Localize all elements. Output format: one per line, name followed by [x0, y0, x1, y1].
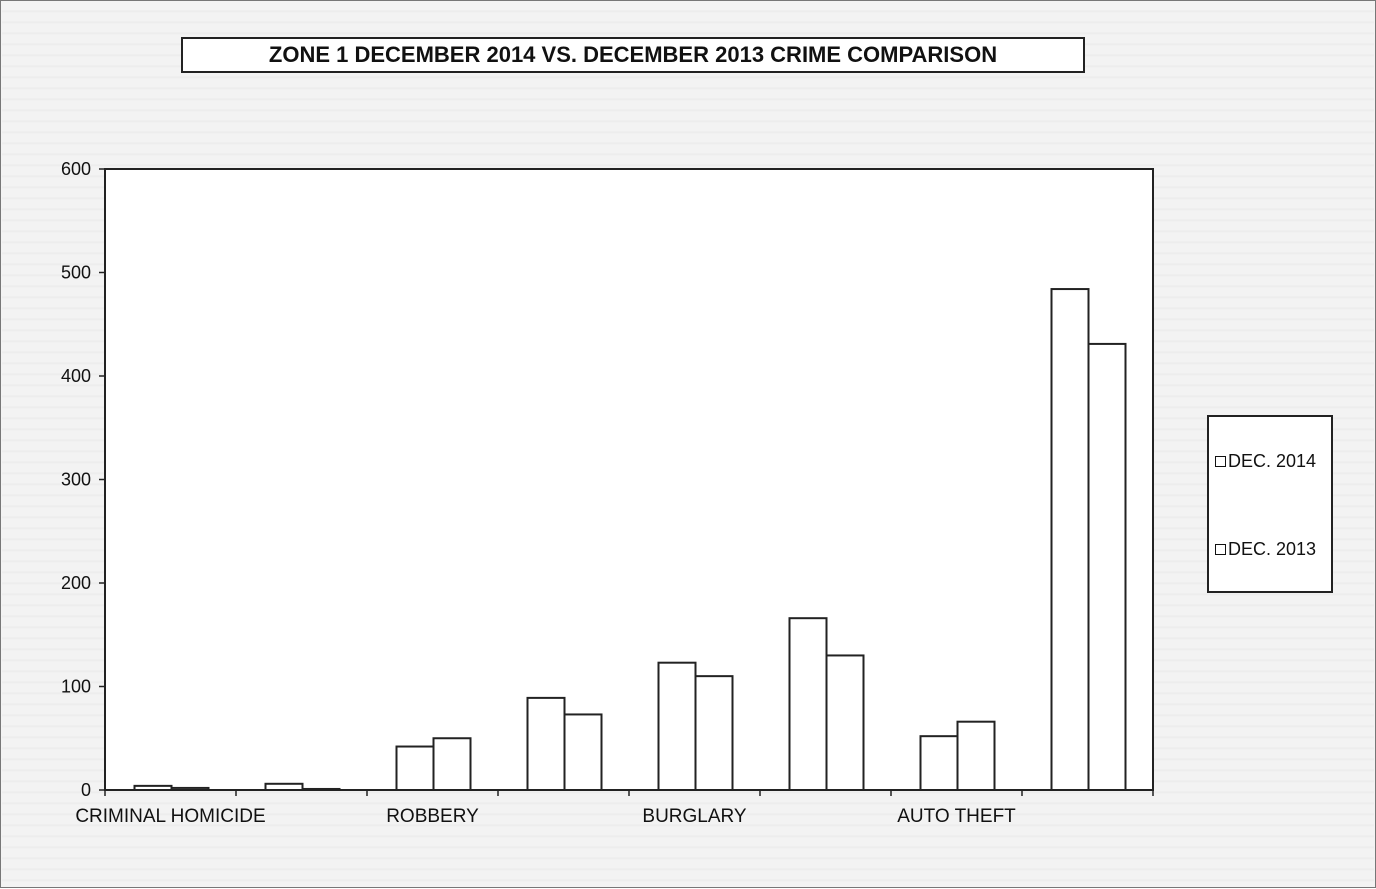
legend-item-2013: DEC. 2013: [1215, 539, 1316, 560]
x-tick-label: CRIMINAL HOMICIDE: [75, 806, 265, 827]
bar-2013-4: [694, 675, 734, 792]
bar-2013-7: [1087, 342, 1127, 791]
bar-2014-4: [657, 661, 697, 792]
bar-2013-6: [956, 720, 996, 791]
y-tick-label: 0: [81, 780, 91, 800]
x-tick-label: BURGLARY: [642, 806, 747, 827]
legend-swatch-2014: [1215, 456, 1226, 467]
chart-title: ZONE 1 DECEMBER 2014 VS. DECEMBER 2013 C…: [181, 37, 1085, 73]
legend-swatch-2013: [1215, 544, 1226, 555]
legend-label-2013: DEC. 2013: [1228, 539, 1317, 559]
bar-2013-5: [825, 654, 865, 792]
legend: DEC. 2014 DEC. 2013: [1207, 415, 1333, 593]
x-tick-label: ROBBERY: [386, 806, 479, 827]
plot-area: [104, 168, 1154, 791]
legend-item-2014: DEC. 2014: [1215, 451, 1316, 472]
y-tick-label: 200: [61, 573, 91, 593]
bar-2014-2: [395, 745, 435, 792]
y-tick-label: 100: [61, 677, 91, 697]
bar-2013-2: [432, 737, 472, 791]
y-tick-label: 600: [61, 159, 91, 179]
legend-label-2014: DEC. 2014: [1228, 451, 1317, 471]
bar-2013-3: [563, 713, 603, 792]
bar-2014-7: [1050, 288, 1090, 791]
bar-2014-6: [919, 735, 959, 791]
bar-2014-5: [788, 617, 828, 791]
bar-2014-3: [526, 696, 566, 792]
y-tick-label: 400: [61, 366, 91, 386]
y-tick-label: 300: [61, 470, 91, 490]
y-tick-label: 500: [61, 263, 91, 283]
x-tick-label: AUTO THEFT: [897, 806, 1016, 827]
